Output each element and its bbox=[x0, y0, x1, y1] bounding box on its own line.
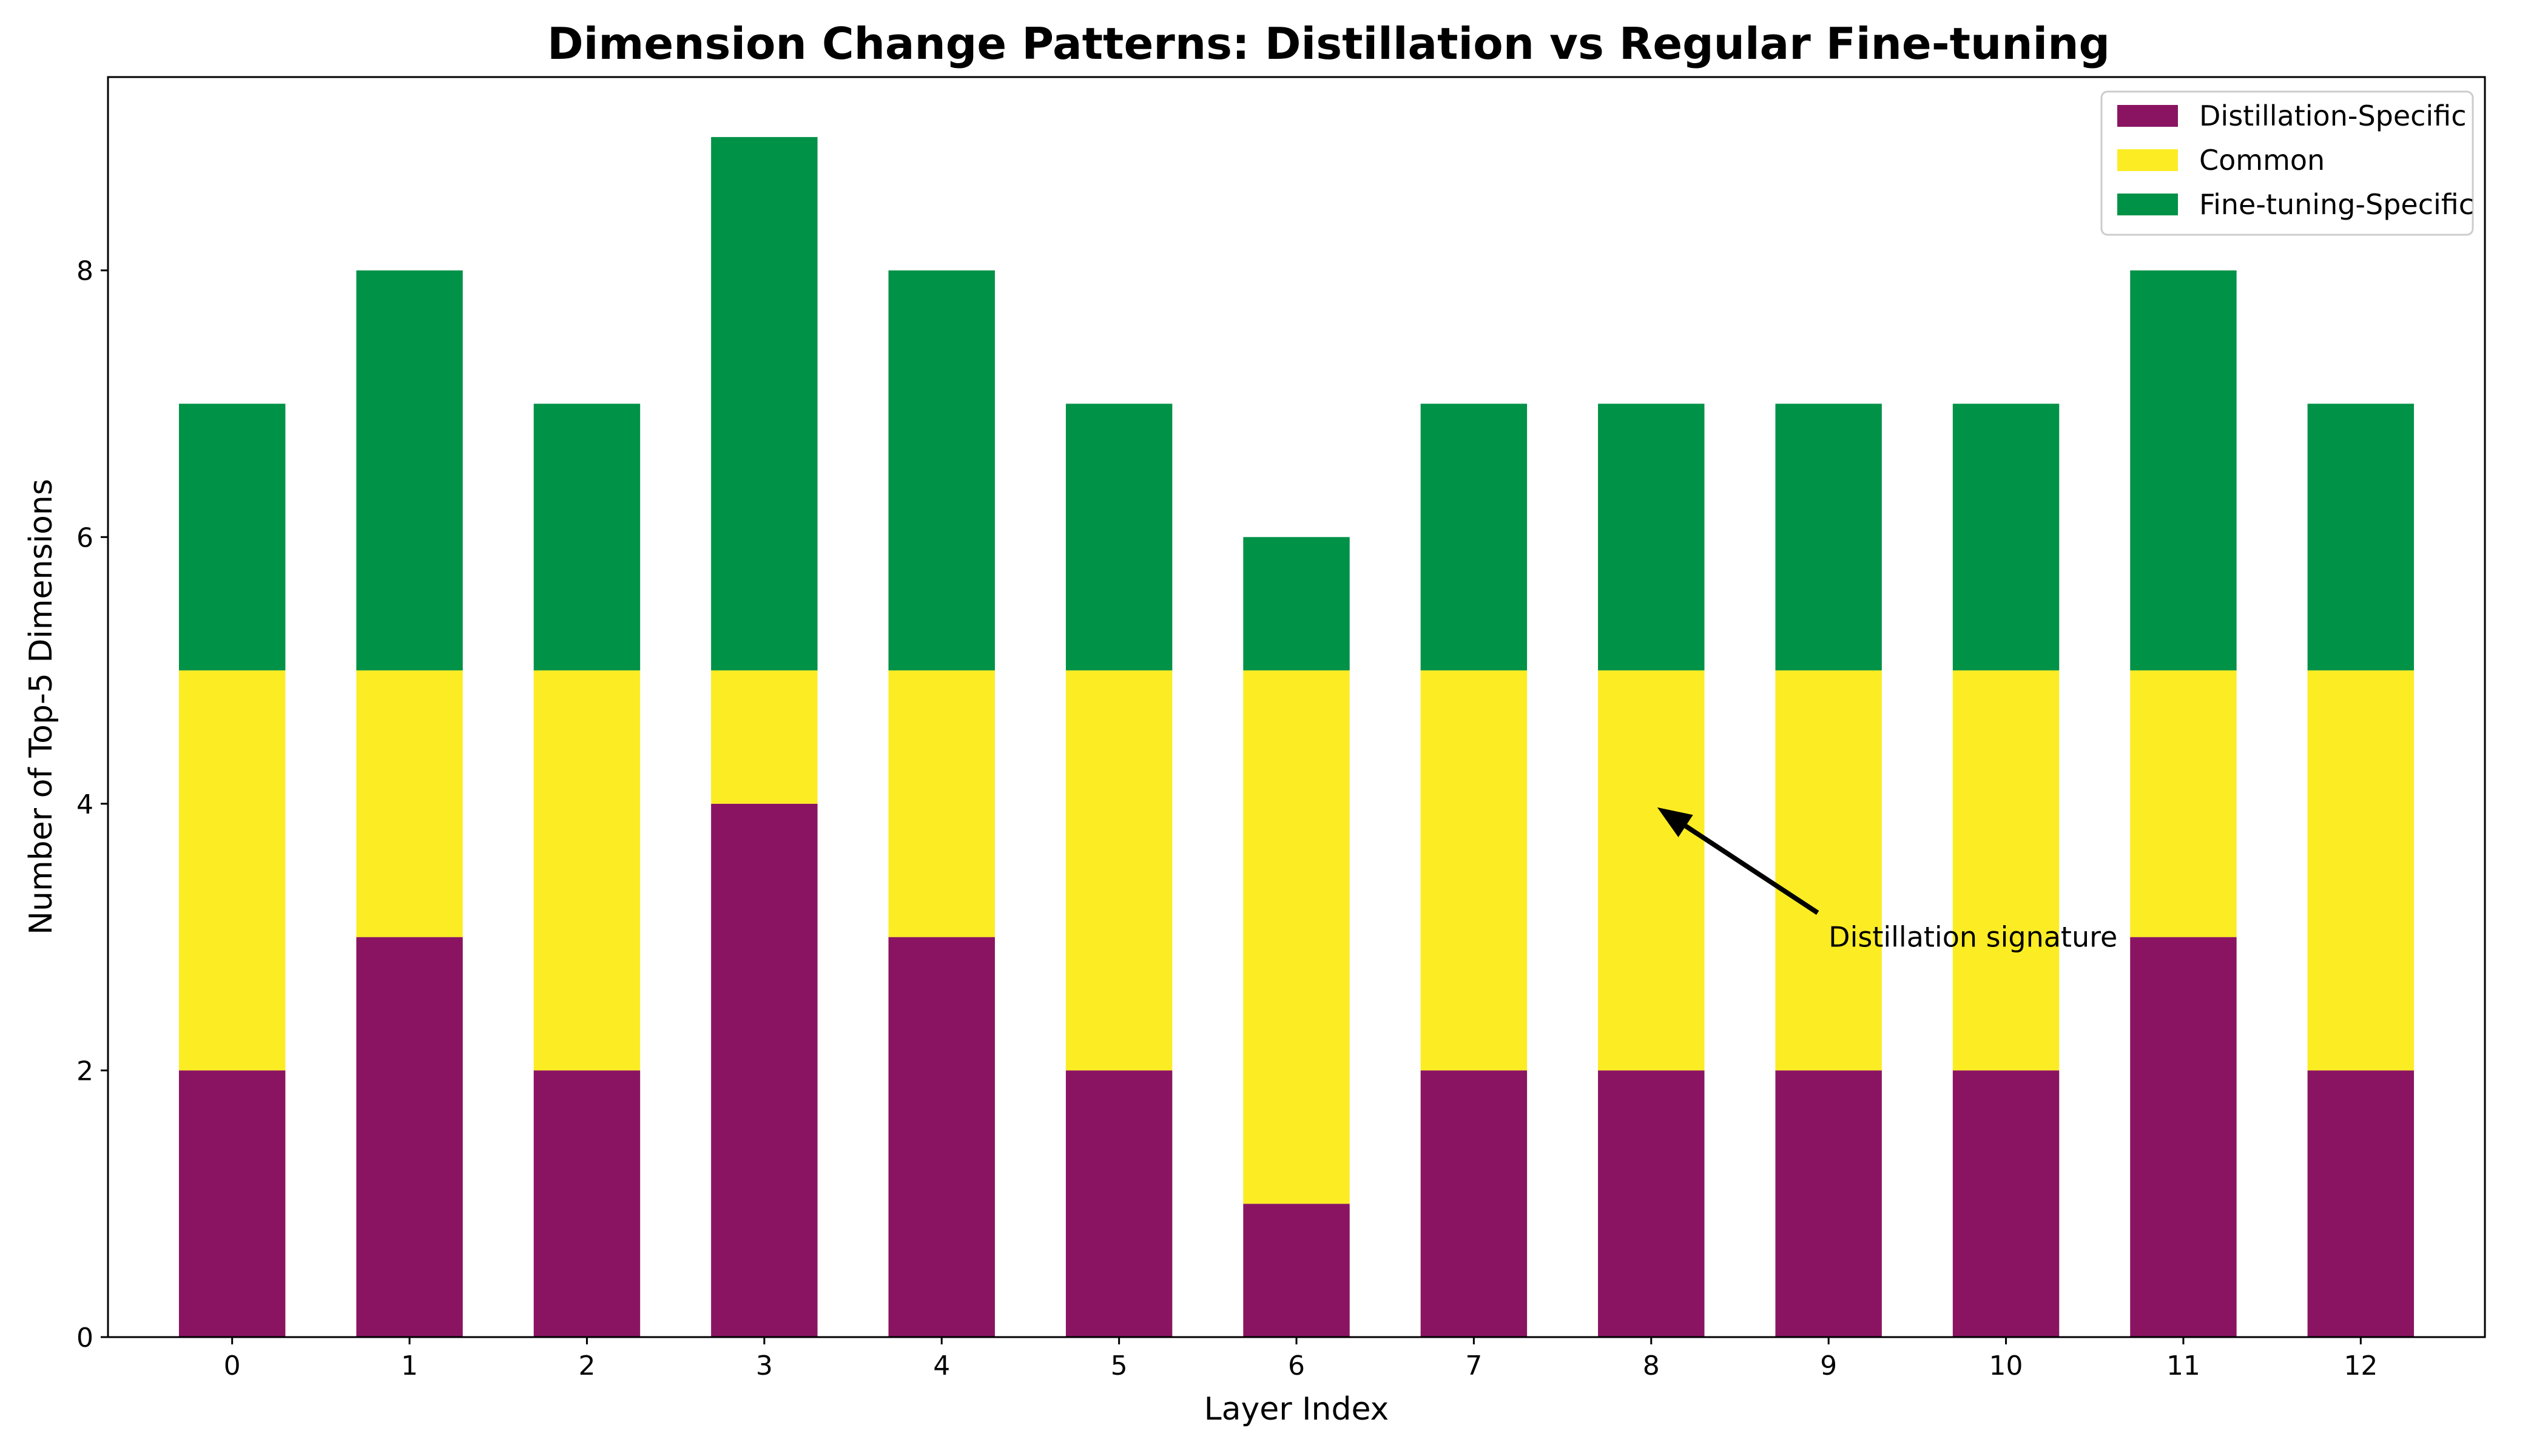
bar-fine-tuning-specific-layer-4 bbox=[888, 270, 995, 671]
y-tick-label: 0 bbox=[76, 1323, 93, 1353]
bar-fine-tuning-specific-layer-3 bbox=[711, 136, 818, 671]
legend-swatch-distillation-specific bbox=[2117, 105, 2178, 127]
bar-distillation-specific-layer-0 bbox=[178, 1070, 286, 1337]
bar-common-layer-3 bbox=[711, 670, 818, 804]
chart-title: Dimension Change Patterns: Distillation … bbox=[547, 18, 2110, 69]
bar-distillation-specific-layer-8 bbox=[1598, 1070, 1705, 1337]
bar-distillation-specific-layer-10 bbox=[1952, 1070, 2060, 1337]
bar-distillation-specific-layer-5 bbox=[1065, 1070, 1173, 1337]
legend-swatch-fine-tuning-specific bbox=[2117, 194, 2178, 215]
bar-common-layer-6 bbox=[1243, 670, 1350, 1204]
legend-label-distillation-specific: Distillation-Specific bbox=[2199, 99, 2466, 132]
bar-fine-tuning-specific-layer-7 bbox=[1420, 403, 1528, 671]
bar-distillation-specific-layer-1 bbox=[356, 937, 463, 1337]
y-tick-label: 8 bbox=[76, 256, 93, 287]
bar-common-layer-7 bbox=[1420, 670, 1528, 1071]
x-tick-label: 10 bbox=[1989, 1350, 2023, 1381]
x-tick-label: 1 bbox=[401, 1350, 418, 1381]
bar-fine-tuning-specific-layer-10 bbox=[1952, 403, 2060, 671]
annotation-arrow-head bbox=[1657, 807, 1693, 837]
y-axis-ticks: 0 2 4 6 8 bbox=[76, 256, 108, 1353]
bar-common-layer-12 bbox=[2307, 670, 2415, 1071]
x-axis-label: Layer Index bbox=[1204, 1391, 1389, 1427]
x-tick-label: 7 bbox=[1465, 1350, 1482, 1381]
bar-distillation-specific-layer-3 bbox=[711, 803, 818, 1337]
bar-common-layer-8 bbox=[1598, 670, 1705, 1071]
x-tick-label: 9 bbox=[1820, 1350, 1837, 1381]
y-tick-label: 4 bbox=[76, 789, 93, 820]
x-tick-label: 4 bbox=[933, 1350, 950, 1381]
legend-label-fine-tuning-specific: Fine-tuning-Specific bbox=[2199, 188, 2474, 221]
bar-common-layer-0 bbox=[178, 670, 286, 1071]
bar-distillation-specific-layer-11 bbox=[2130, 937, 2237, 1337]
bar-fine-tuning-specific-layer-6 bbox=[1243, 537, 1350, 671]
x-tick-label: 0 bbox=[224, 1350, 241, 1381]
bar-fine-tuning-specific-layer-8 bbox=[1598, 403, 1705, 671]
bar-common-layer-1 bbox=[356, 670, 463, 937]
x-tick-label: 12 bbox=[2344, 1350, 2378, 1381]
bar-fine-tuning-specific-layer-9 bbox=[1775, 403, 1882, 671]
legend: Distillation-Specific Common Fine-tuning… bbox=[2100, 90, 2474, 236]
bar-common-layer-5 bbox=[1065, 670, 1173, 1071]
bar-distillation-specific-layer-2 bbox=[533, 1070, 641, 1337]
y-tick-label: 2 bbox=[76, 1056, 93, 1087]
bar-fine-tuning-specific-layer-0 bbox=[178, 403, 286, 671]
x-tick-label: 8 bbox=[1643, 1350, 1660, 1381]
bar-fine-tuning-specific-layer-11 bbox=[2130, 270, 2237, 671]
x-tick-label: 3 bbox=[756, 1350, 773, 1381]
y-tick-label: 6 bbox=[76, 522, 93, 553]
bar-fine-tuning-specific-layer-5 bbox=[1065, 403, 1173, 671]
legend-frame bbox=[2100, 90, 2474, 236]
bars-group bbox=[178, 136, 2415, 1337]
bar-common-layer-2 bbox=[533, 670, 641, 1071]
legend-label-common: Common bbox=[2199, 144, 2325, 177]
y-axis-label: Number of Top-5 Dimensions bbox=[23, 479, 59, 935]
x-tick-label: 11 bbox=[2166, 1350, 2200, 1381]
x-tick-label: 6 bbox=[1288, 1350, 1305, 1381]
annotation-arrow-line bbox=[1684, 824, 1819, 915]
plot-area-frame bbox=[107, 76, 2486, 1338]
bar-common-layer-11 bbox=[2130, 670, 2237, 937]
annotation-group: Distillation signature bbox=[1657, 807, 2117, 954]
bar-fine-tuning-specific-layer-1 bbox=[356, 270, 463, 671]
bar-common-layer-4 bbox=[888, 670, 995, 937]
bar-distillation-specific-layer-4 bbox=[888, 937, 995, 1337]
x-tick-label: 5 bbox=[1111, 1350, 1128, 1381]
x-axis-ticks: 0 1 2 3 4 5 6 7 8 9 10 11 12 bbox=[224, 1337, 2378, 1381]
bar-fine-tuning-specific-layer-12 bbox=[2307, 403, 2415, 671]
annotation-label: Distillation signature bbox=[1828, 921, 2117, 954]
x-tick-label: 2 bbox=[578, 1350, 595, 1381]
bar-distillation-specific-layer-9 bbox=[1775, 1070, 1882, 1337]
bar-distillation-specific-layer-7 bbox=[1420, 1070, 1528, 1337]
bar-common-layer-9 bbox=[1775, 670, 1882, 1071]
bar-common-layer-10 bbox=[1952, 670, 2060, 1071]
legend-swatch-common bbox=[2117, 149, 2178, 171]
bar-distillation-specific-layer-12 bbox=[2307, 1070, 2415, 1337]
bar-distillation-specific-layer-6 bbox=[1243, 1204, 1350, 1337]
bar-fine-tuning-specific-layer-2 bbox=[533, 403, 641, 671]
